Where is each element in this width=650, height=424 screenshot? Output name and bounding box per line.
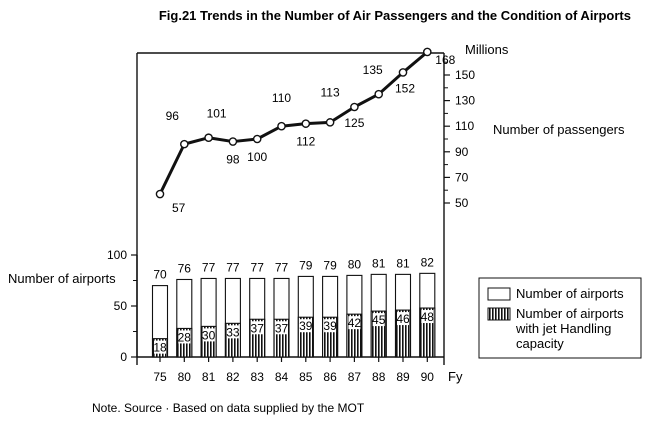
legend-swatch-airports [487,287,511,301]
legend-label-airports: Number of airports [516,286,624,301]
bar-label-jet-bg [226,325,239,339]
left-tick-label: 100 [107,248,127,262]
bar-label-airports: 77 [275,260,289,274]
x-tick-label: 88 [372,370,386,384]
left-tick-label: 0 [120,350,127,364]
bar-label-jet-airports: 42 [348,316,362,330]
bar-label-jet-bg [251,321,264,335]
bar-label-jet-bg [154,340,166,354]
bar-label-jet-airports: 30 [202,328,216,342]
legend-swatch-jet-airports [487,307,511,321]
bar-label-jet-airports: 48 [421,310,435,324]
x-tick-label: 83 [251,370,265,384]
bar-label-jet-airports: 39 [299,319,313,333]
passenger-point [301,119,311,128]
passenger-value-label: 113 [321,85,340,99]
x-tick-label: 87 [348,370,362,384]
bar-label-jet-bg [348,316,361,330]
passenger-point [179,139,189,149]
bar-label-airports: 81 [396,256,410,270]
bar-label-jet-airports: 33 [226,325,240,339]
legend-label-jet-line-3: capacity [516,336,564,351]
bar-label-jet-bg [202,328,215,342]
bar-label-airports: 80 [348,257,362,271]
x-tick-label: 84 [275,370,289,384]
left-tick-label: 50 [114,299,128,313]
axes: 0 50 100 50 70 90 110 130 150 75 80 81 82 83 84 85 86 87 8… [107,61,475,384]
right-tick-label: 70 [455,170,469,184]
passenger-value-label: 112 [296,135,315,149]
right-tick-label: 110 [455,119,474,133]
passenger-point [204,133,213,143]
passenger-value-label: 96 [166,109,180,123]
bar-label-airports: 79 [299,258,313,272]
bar-label-airports: 82 [421,255,435,269]
right-tick-label: 90 [455,145,469,159]
passenger-value-label: 135 [363,63,383,77]
right-tick-label: 50 [455,196,469,210]
passenger-point [155,189,165,199]
passenger-value-label: 98 [226,153,240,167]
passenger-point [228,137,238,146]
bar-label-jet-airports: 45 [372,313,386,327]
bar-label-jet-bg [397,312,409,326]
left-axis-label: Number of airports [8,271,116,286]
bar-label-airports: 81 [372,256,386,270]
source-note: Note. Source · Based on data supplied by… [92,401,365,415]
bar-label-jet-airports: 18 [153,341,167,355]
bar-label-airports: 77 [202,260,216,274]
bar-label-airports: 77 [226,260,240,274]
x-tick-label: 89 [396,370,410,384]
passenger-point [422,47,432,57]
passenger-value-label: 110 [272,91,291,105]
bar-label-airports: 77 [251,260,265,274]
passenger-point [325,118,335,127]
passenger-value-label: 101 [207,107,227,121]
bar-label-jet-airports: 39 [323,319,337,333]
bar-label-jet-bg [421,310,434,324]
legend-label-jet-line-2: with jet Handling [515,321,611,336]
legend-label-jet-line-1: Number of airports [516,306,624,321]
passenger-value-label: 125 [344,116,364,130]
x-tick-label: 90 [421,370,435,384]
bar-label-jet-airports: 28 [178,330,192,344]
bar-label-airports: 70 [153,268,167,282]
passenger-value-label: 152 [395,81,415,95]
passenger-value-label: 57 [172,201,186,215]
x-axis-unit: Fy [448,369,463,384]
bar-label-airports: 76 [178,261,192,275]
right-tick-label: 130 [455,94,475,108]
bar-label-jet-bg [275,321,288,335]
passenger-point [398,68,408,77]
x-tick-label: 82 [226,370,240,384]
passenger-point [350,102,359,112]
passenger-line: 57 96 101 98 100 110 112 113 125 135 152 168 [155,47,456,215]
passenger-point [374,89,384,99]
bar-label-jet-bg [324,319,337,333]
x-tick-label: 85 [299,370,313,384]
passenger-point [252,134,262,144]
bar-label-jet-airports: 37 [275,321,289,335]
right-tick-label: 150 [455,68,475,82]
right-axis-label: Number of passengers [493,122,625,137]
passenger-line-path [158,50,429,195]
bar-label-jet-airports: 46 [396,312,410,326]
right-axis-unit: Millions [465,42,509,57]
bar-label-jet-airports: 37 [251,321,265,335]
x-tick-label: 75 [153,370,167,384]
bar-label-jet-bg [372,313,385,327]
passenger-point [277,121,286,131]
bar-label-airports: 79 [323,258,337,272]
airport-bars: 70 18 76 28 77 30 77 33 77 37 77 37 79 39 79 39 80 42 81 45… [151,255,436,358]
passenger-value-label: 168 [435,53,455,67]
x-tick-label: 81 [202,370,216,384]
chart-title: Fig.21 Trends in the Number of Air Passe… [159,8,631,23]
x-tick-label: 80 [178,370,192,384]
bar-label-jet-bg [299,319,312,333]
legend: Number of airports Number of airports wi… [478,277,642,359]
passenger-value-label: 100 [247,150,267,164]
x-tick-label: 86 [323,370,337,384]
bar-label-jet-bg [178,330,191,344]
